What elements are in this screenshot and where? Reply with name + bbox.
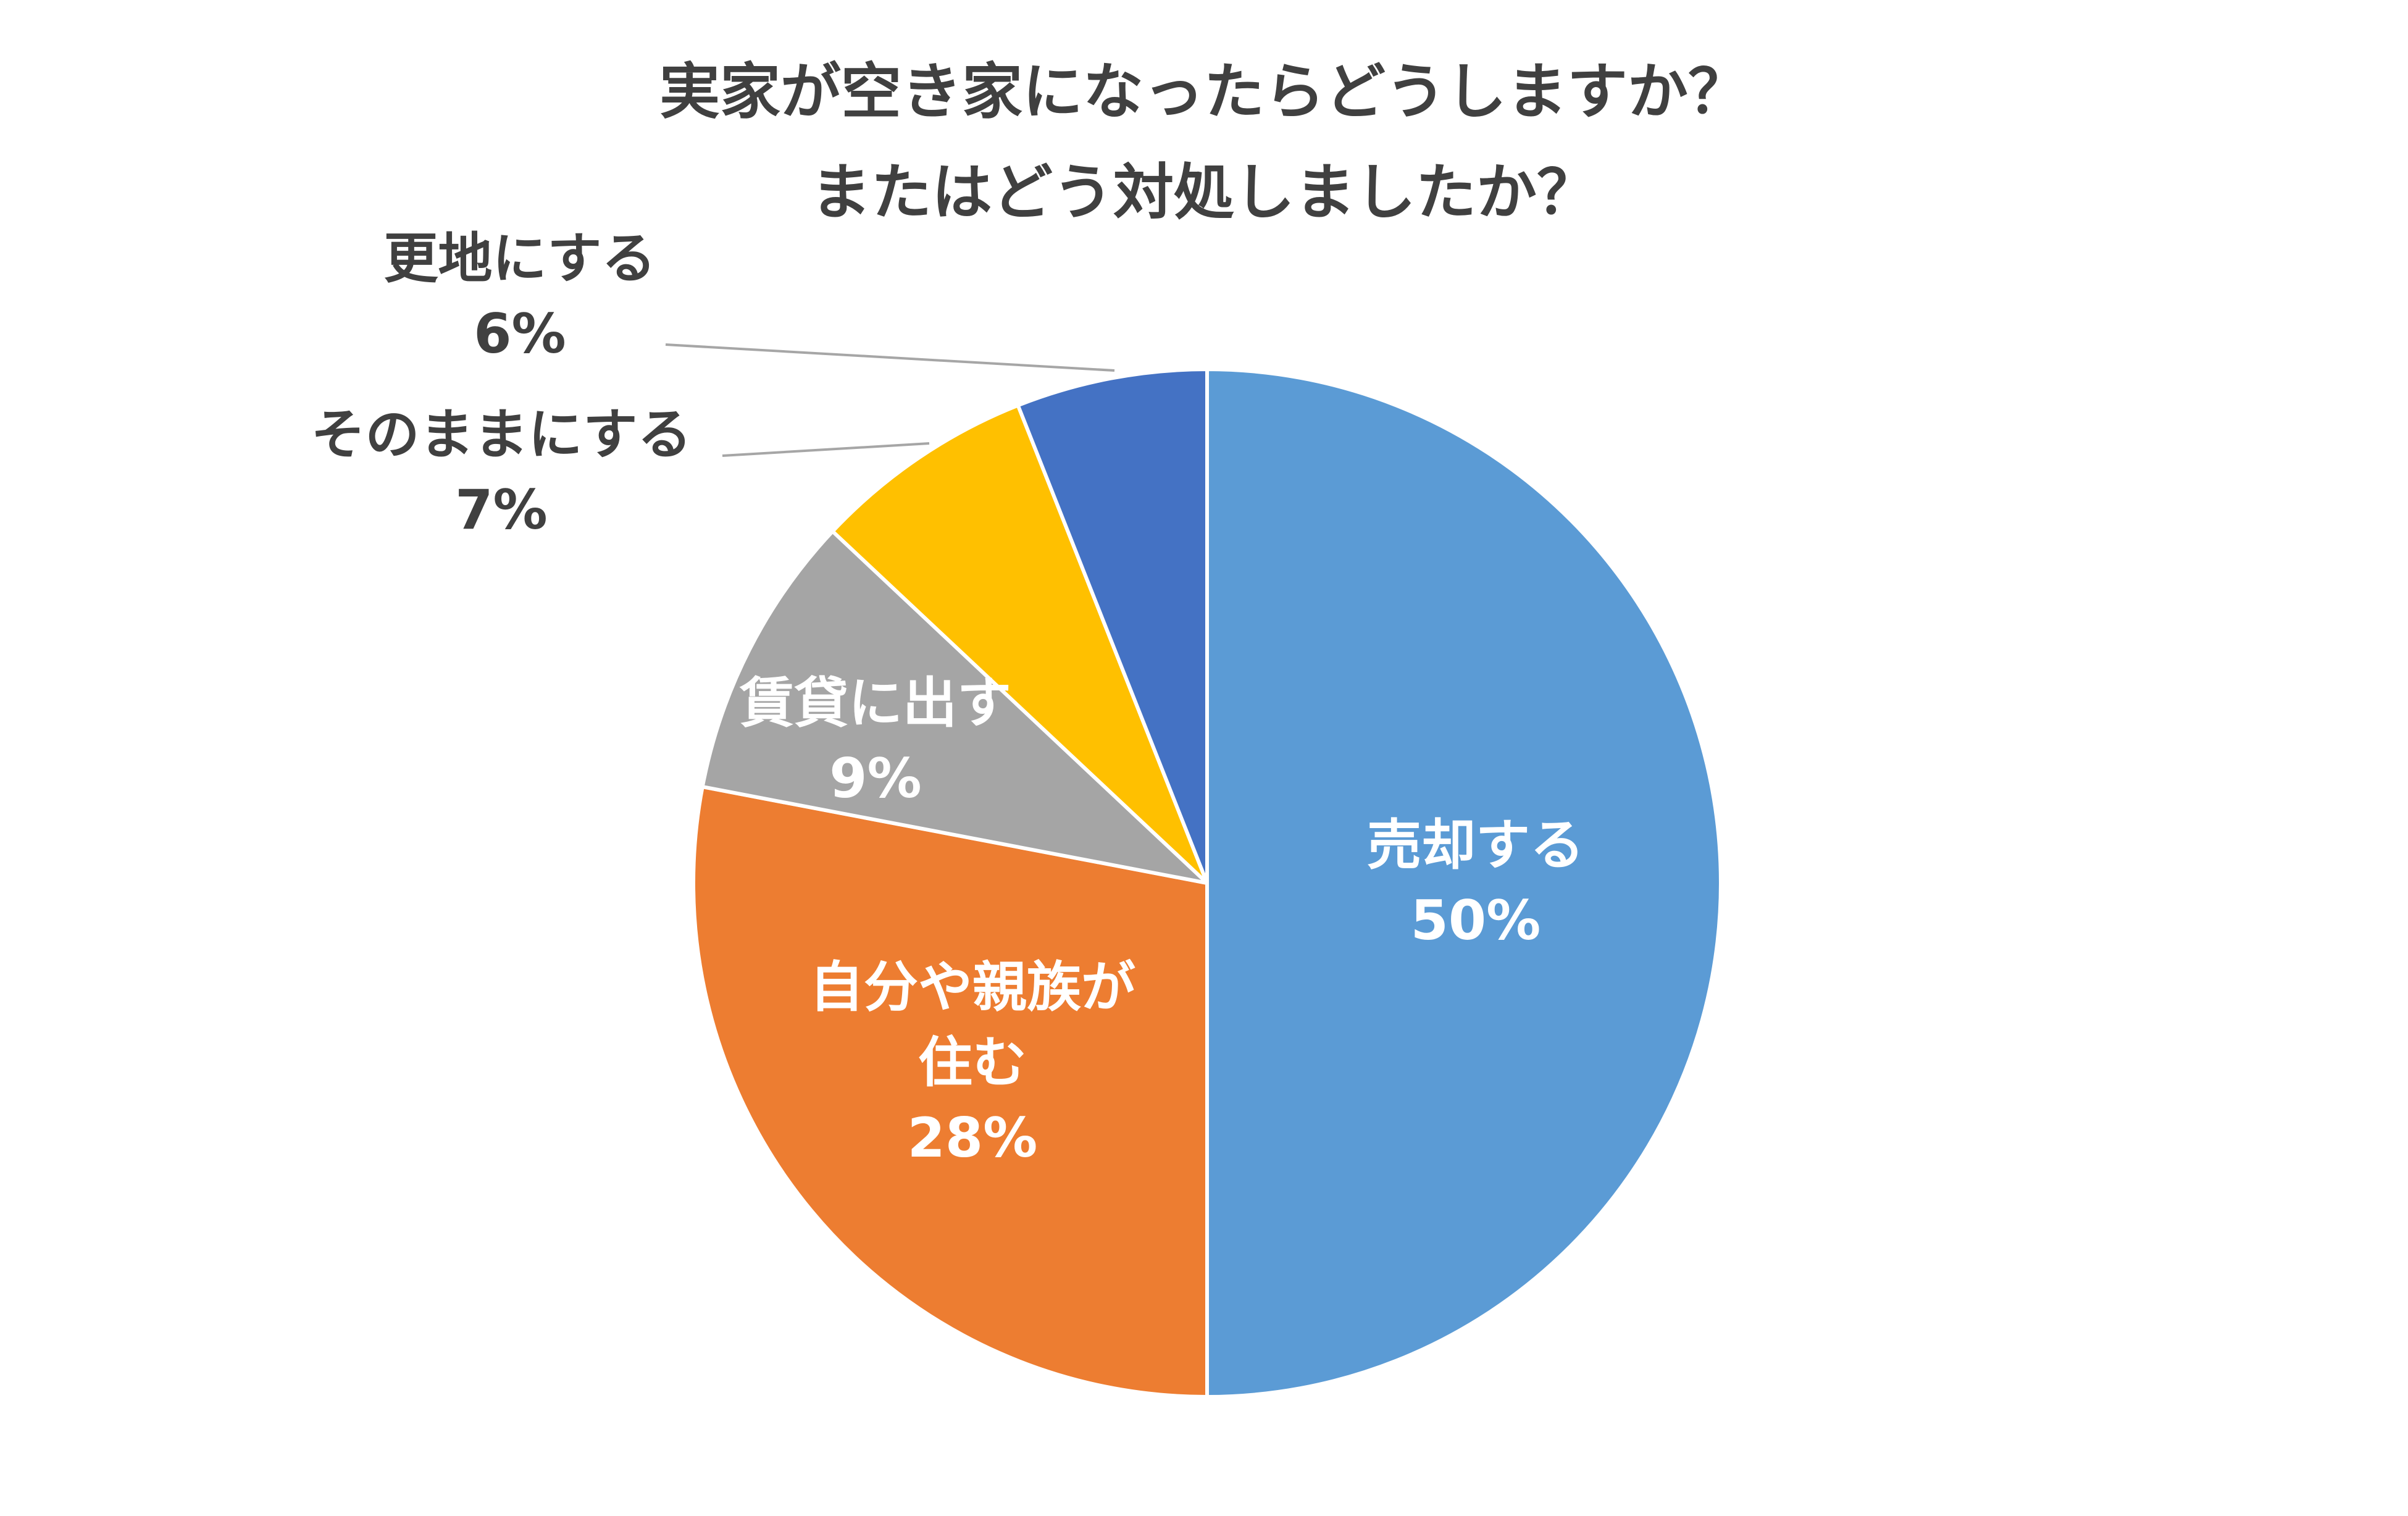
pie-slice-3: [700, 529, 1209, 885]
slice-value-label-2: 28%: [908, 1106, 1038, 1170]
slice-value-label-3: 9%: [829, 747, 921, 810]
slice-category-label-2: 住む: [918, 1031, 1027, 1094]
slice-category-label-1: 売却する: [1367, 813, 1584, 877]
leader-line-4: [722, 442, 930, 457]
pie-slices: [692, 367, 1723, 1399]
slice-value-label-4: 7%: [455, 478, 547, 542]
slice-category-label-4: そのままにする: [311, 403, 692, 466]
leader-lines: [665, 343, 1115, 457]
chart-title-line-1: 実家が空き家になったらどうしますか？: [659, 57, 1749, 127]
pie-slice-5: [1016, 367, 1209, 885]
chart-title-line-2: またはどう対処しましたか？: [811, 157, 1597, 228]
chart-title: 実家が空き家になったらどうしますか？ またはどう対処しましたか？: [659, 57, 1749, 228]
slice-value-label-5: 6%: [474, 302, 566, 366]
slice-category-label-2: 自分や親族が: [809, 955, 1135, 1019]
leader-line-5: [665, 343, 1115, 372]
pie-slice-2: [692, 785, 1209, 1399]
slice-category-label-3: 賃貸に出す: [739, 671, 1011, 735]
slice-category-label-5: 更地にする: [384, 227, 656, 290]
pie-slice-4: [830, 403, 1209, 885]
pie-slice-1: [1205, 367, 1723, 1399]
slice-value-label-1: 50%: [1411, 889, 1541, 952]
